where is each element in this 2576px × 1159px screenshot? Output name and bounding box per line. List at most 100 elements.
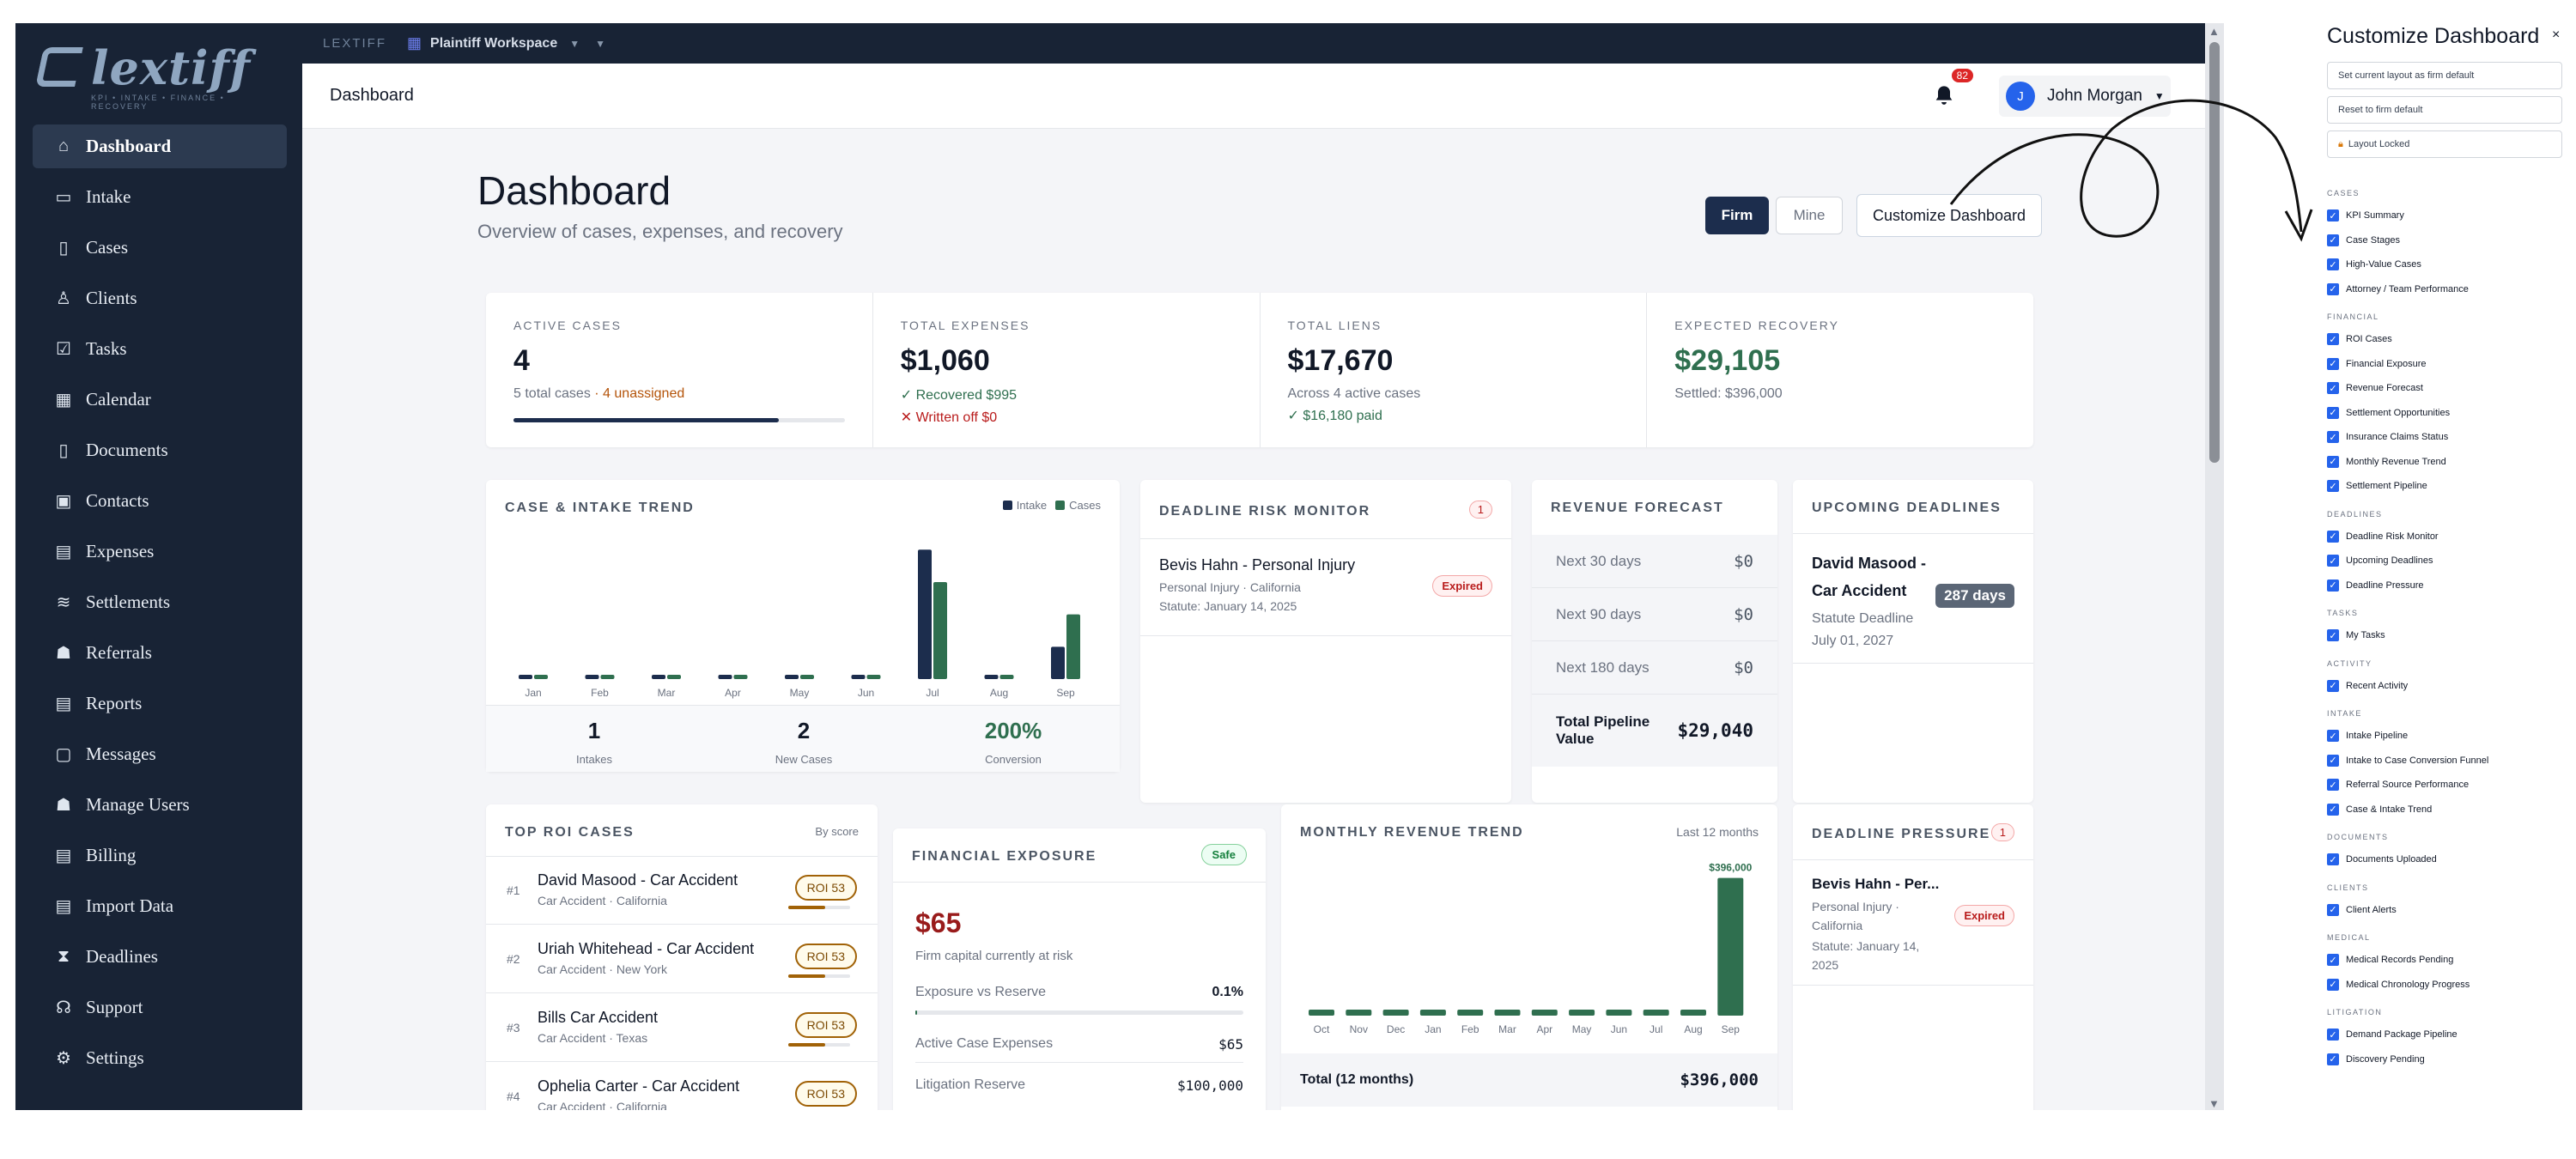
bar-intake-jun[interactable] — [851, 675, 866, 679]
sidebar-item-import-data[interactable]: ▤ Import Data — [33, 884, 287, 928]
checkbox-checked-icon[interactable]: ✓ — [2327, 978, 2339, 991]
widget-toggle-documents-uploaded[interactable]: ✓ Documents Uploaded — [2327, 852, 2437, 867]
checkbox-checked-icon[interactable]: ✓ — [2327, 730, 2339, 742]
bar-revenue-oct[interactable] — [1309, 1010, 1334, 1016]
scrollbar-thumb[interactable] — [2209, 42, 2220, 463]
checkbox-checked-icon[interactable]: ✓ — [2327, 629, 2339, 641]
chevron-down-icon[interactable]: ▼ — [595, 37, 605, 50]
widget-toggle-kpi-summary[interactable]: ✓ KPI Summary — [2327, 208, 2404, 223]
widget-toggle-intake-to-case-conversion-funnel[interactable]: ✓ Intake to Case Conversion Funnel — [2327, 753, 2488, 768]
roi-list-item[interactable]: #3 Bills Car Accident Car Accident · Texas… — [486, 993, 878, 1062]
widget-toggle-intake-pipeline[interactable]: ✓ Intake Pipeline — [2327, 728, 2408, 743]
sidebar-item-messages[interactable]: ▢ Messages — [33, 732, 287, 776]
bar-revenue-apr[interactable] — [1531, 1010, 1558, 1016]
checkbox-checked-icon[interactable]: ✓ — [2327, 779, 2339, 791]
checkbox-checked-icon[interactable]: ✓ — [2327, 431, 2339, 443]
sidebar-item-expenses[interactable]: ▤ Expenses — [33, 530, 287, 573]
bar-revenue-nov[interactable] — [1346, 1010, 1372, 1016]
checkbox-checked-icon[interactable]: ✓ — [2327, 803, 2339, 816]
widget-toggle-settlement-opportunities[interactable]: ✓ Settlement Opportunities — [2327, 405, 2450, 421]
widget-toggle-medical-records-pending[interactable]: ✓ Medical Records Pending — [2327, 952, 2453, 968]
widget-toggle-settlement-pipeline[interactable]: ✓ Settlement Pipeline — [2327, 478, 2427, 494]
sidebar-item-billing[interactable]: ▤ Billing — [33, 834, 287, 877]
bar-revenue-may[interactable] — [1569, 1010, 1595, 1016]
widget-toggle-demand-package-pipeline[interactable]: ✓ Demand Package Pipeline — [2327, 1027, 2458, 1042]
widget-toggle-insurance-claims-status[interactable]: ✓ Insurance Claims Status — [2327, 429, 2448, 445]
sidebar-item-documents[interactable]: ▯ Documents — [33, 428, 287, 472]
bar-intake-jul[interactable] — [918, 549, 932, 679]
bar-cases-jul[interactable] — [933, 581, 947, 679]
sort-label[interactable]: By score — [815, 825, 859, 838]
sidebar-item-clients[interactable]: ♙ Clients — [33, 276, 287, 320]
reset-firm-default-button[interactable]: Reset to firm default — [2327, 96, 2562, 124]
sidebar-item-dashboard[interactable]: ⌂ Dashboard — [33, 124, 287, 168]
bar-revenue-sep[interactable] — [1717, 877, 1744, 1016]
scrollbar[interactable]: ▲ ▼ — [2205, 23, 2224, 1110]
sidebar-item-support[interactable]: ☊ Support — [33, 986, 287, 1029]
checkbox-checked-icon[interactable]: ✓ — [2327, 903, 2339, 916]
customize-dashboard-button[interactable]: Customize Dashboard — [1856, 194, 2042, 237]
bar-cases-jan[interactable] — [534, 675, 548, 679]
sidebar-item-intake[interactable]: ▭ Intake — [33, 175, 287, 219]
widget-toggle-case-intake-trend[interactable]: ✓ Case & Intake Trend — [2327, 802, 2432, 817]
widget-toggle-deadline-pressure[interactable]: ✓ Deadline Pressure — [2327, 578, 2424, 593]
bar-revenue-jun[interactable] — [1606, 1010, 1632, 1016]
roi-list-item[interactable]: #2 Uriah Whitehead - Car Accident Car Acci… — [486, 925, 878, 993]
range-label[interactable]: Last 12 months — [1676, 825, 1759, 839]
checkbox-checked-icon[interactable]: ✓ — [2327, 555, 2339, 567]
widget-toggle-upcoming-deadlines[interactable]: ✓ Upcoming Deadlines — [2327, 553, 2433, 568]
sidebar-item-settlements[interactable]: ≋ Settlements — [33, 580, 287, 624]
checkbox-checked-icon[interactable]: ✓ — [2327, 579, 2339, 592]
roi-list-item[interactable]: #4 Ophelia Carter - Car Accident Car Accid… — [486, 1062, 878, 1110]
widget-toggle-my-tasks[interactable]: ✓ My Tasks — [2327, 628, 2385, 643]
widget-toggle-recent-activity[interactable]: ✓ Recent Activity — [2327, 678, 2408, 694]
mine-toggle-button[interactable]: Mine — [1776, 197, 1843, 234]
roi-list-item[interactable]: #1 David Masood - Car Accident Car Acciden… — [486, 856, 878, 925]
checkbox-checked-icon[interactable]: ✓ — [2327, 455, 2339, 468]
checkbox-checked-icon[interactable]: ✓ — [2327, 258, 2339, 270]
checkbox-checked-icon[interactable]: ✓ — [2327, 382, 2339, 394]
widget-toggle-high-value-cases[interactable]: ✓ High-Value Cases — [2327, 257, 2421, 272]
grid-icon[interactable]: ▦ — [407, 34, 422, 52]
set-firm-default-button[interactable]: Set current layout as firm default — [2327, 62, 2562, 89]
bar-intake-jan[interactable] — [519, 675, 532, 679]
sidebar-item-reports[interactable]: ▤ Reports — [33, 682, 287, 725]
kpi-total-expenses[interactable]: TOTAL EXPENSES $1,060 ✓ Recovered $995 ✕… — [873, 293, 1261, 447]
bar-cases-mar[interactable] — [667, 675, 681, 679]
bar-intake-apr[interactable] — [718, 675, 732, 679]
sidebar-item-calendar[interactable]: ▦ Calendar — [33, 378, 287, 422]
widget-toggle-attorney-team-performance[interactable]: ✓ Attorney / Team Performance — [2327, 282, 2469, 297]
widget-toggle-client-alerts[interactable]: ✓ Client Alerts — [2327, 902, 2397, 918]
checkbox-checked-icon[interactable]: ✓ — [2327, 853, 2339, 865]
brand-logo[interactable]: lextiff KPI • INTAKE • FINANCE • RECOVER… — [35, 40, 276, 111]
checkbox-checked-icon[interactable]: ✓ — [2327, 480, 2339, 492]
sidebar-item-settings[interactable]: ⚙ Settings — [33, 1036, 287, 1080]
sidebar-item-cases[interactable]: ▯ Cases — [33, 226, 287, 270]
user-menu[interactable]: J John Morgan ▼ — [1999, 76, 2171, 117]
bar-revenue-jul[interactable] — [1643, 1010, 1669, 1016]
deadline-item[interactable]: David Masood - Car Accident 287 days Sta… — [1793, 534, 2033, 663]
checkbox-checked-icon[interactable]: ✓ — [2327, 234, 2339, 246]
bar-revenue-aug[interactable] — [1680, 1010, 1706, 1016]
checkbox-checked-icon[interactable]: ✓ — [2327, 357, 2339, 370]
widget-toggle-case-stages[interactable]: ✓ Case Stages — [2327, 233, 2400, 248]
widget-toggle-medical-chronology-progress[interactable]: ✓ Medical Chronology Progress — [2327, 977, 2470, 992]
sidebar-item-tasks[interactable]: ☑ Tasks — [33, 327, 287, 371]
firm-toggle-button[interactable]: Firm — [1705, 197, 1769, 234]
bar-revenue-dec[interactable] — [1382, 1010, 1409, 1016]
pressure-item[interactable]: Bevis Hahn - Per... Personal Injury · Ca… — [1793, 860, 2033, 985]
widget-toggle-financial-exposure[interactable]: ✓ Financial Exposure — [2327, 356, 2427, 372]
sidebar-item-referrals[interactable]: ☗ Referrals — [33, 631, 287, 675]
checkbox-checked-icon[interactable]: ✓ — [2327, 530, 2339, 543]
checkbox-checked-icon[interactable]: ✓ — [2327, 679, 2339, 692]
chevron-down-icon[interactable]: ▼ — [569, 37, 580, 50]
bar-cases-sep[interactable] — [1066, 614, 1080, 679]
bar-cases-may[interactable] — [800, 675, 814, 679]
checkbox-checked-icon[interactable]: ✓ — [2327, 406, 2339, 419]
widget-toggle-referral-source-performance[interactable]: ✓ Referral Source Performance — [2327, 777, 2469, 792]
checkbox-checked-icon[interactable]: ✓ — [2327, 1053, 2339, 1065]
bar-intake-aug[interactable] — [984, 675, 999, 679]
bar-intake-feb[interactable] — [585, 675, 599, 679]
bar-revenue-mar[interactable] — [1494, 1010, 1521, 1016]
bar-revenue-jan[interactable] — [1419, 1010, 1446, 1016]
